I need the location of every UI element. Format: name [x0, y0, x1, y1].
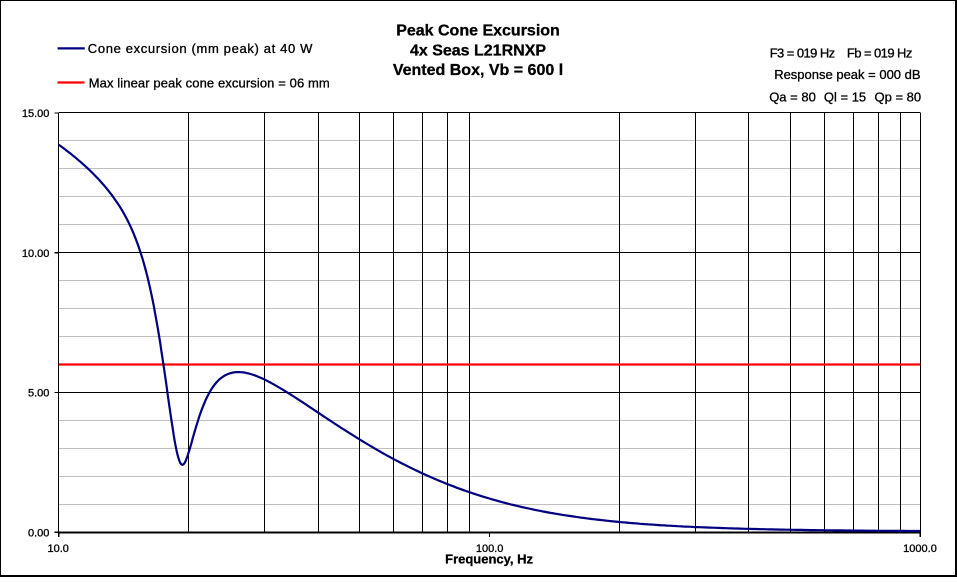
svg-text:0.00: 0.00	[28, 527, 49, 539]
svg-text:Frequency, Hz: Frequency, Hz	[445, 552, 533, 567]
svg-text:Vented Box, Vb = 600 l: Vented Box, Vb = 600 l	[393, 62, 563, 79]
svg-text:Cone excursion (mm peak) at 40: Cone excursion (mm peak) at 40 W	[88, 41, 313, 56]
svg-text:10.00: 10.00	[22, 248, 50, 260]
svg-text:Response peak = 000 dB: Response peak = 000 dB	[774, 67, 920, 82]
svg-text:15.00: 15.00	[22, 108, 50, 120]
svg-text:5.00: 5.00	[28, 388, 49, 400]
svg-text:100.0: 100.0	[476, 543, 504, 555]
svg-text:Peak Cone Excursion: Peak Cone Excursion	[396, 23, 560, 40]
svg-text:4x Seas L21RNXP: 4x Seas L21RNXP	[410, 42, 546, 59]
svg-text:1000.0: 1000.0	[903, 543, 937, 555]
svg-text:Max linear peak cone excursion: Max linear peak cone excursion = 06 mm	[89, 75, 330, 90]
svg-text:10.0: 10.0	[47, 543, 68, 555]
